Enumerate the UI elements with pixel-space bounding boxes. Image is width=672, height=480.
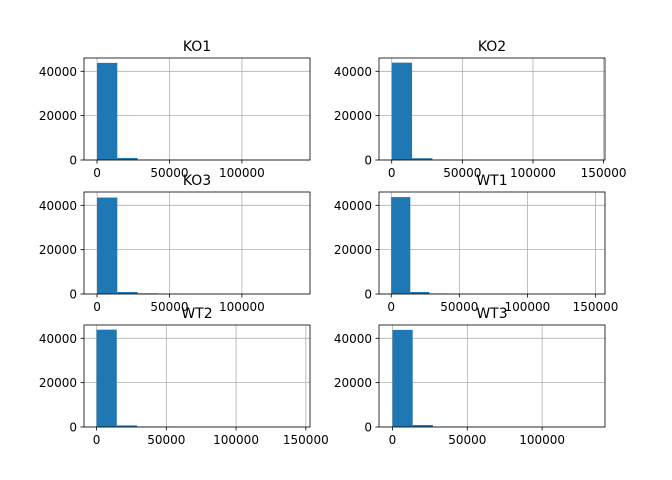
axes-frame (378, 57, 606, 161)
y-tick-label: 0 (364, 421, 372, 435)
y-tick-label: 40000 (334, 332, 372, 346)
y-tick-label: 20000 (334, 109, 372, 123)
axes-frame (83, 57, 311, 161)
histogram-bar (97, 62, 118, 160)
subplot-title: WT1 (476, 173, 507, 189)
x-tick-label: 100000 (219, 166, 265, 180)
x-tick-label: 0 (93, 166, 101, 180)
x-tick-label: 0 (93, 433, 101, 447)
axes-frame (378, 191, 606, 295)
x-tick-label: 100000 (510, 166, 556, 180)
x-tick-label: 50000 (150, 166, 188, 180)
histogram-bar (410, 292, 430, 294)
y-tick-label: 0 (69, 421, 77, 435)
histogram-bar (97, 197, 118, 294)
histogram-bar (391, 197, 411, 294)
x-tick-label: 150000 (283, 433, 329, 447)
subplot-4: 0 50000 100000 150000 0 20000 40000 WT1 (334, 173, 619, 314)
x-tick-label: 50000 (443, 166, 481, 180)
y-tick-label: 20000 (334, 243, 372, 257)
x-tick-label: 50000 (147, 433, 185, 447)
y-tick-label: 40000 (334, 199, 372, 213)
subplot-3: 0 50000 100000 0 20000 40000 KO3 (39, 173, 311, 314)
x-tick-label: 100000 (219, 300, 265, 314)
subplot-title: KO1 (183, 39, 211, 55)
y-tick-label: 20000 (39, 109, 77, 123)
histogram-bar (117, 158, 138, 160)
subplot-2: 0 50000 100000 150000 0 20000 40000 KO2 (334, 39, 627, 180)
subplot-6: 0 50000 100000 0 20000 40000 WT3 (334, 306, 606, 447)
axes-frame (83, 191, 311, 295)
y-tick-label: 40000 (334, 65, 372, 79)
y-tick-label: 20000 (39, 243, 77, 257)
histogram-bar (96, 329, 117, 427)
y-tick-label: 20000 (334, 376, 372, 390)
axes-frame (83, 324, 311, 428)
x-tick-label: 0 (389, 433, 397, 447)
axes-frame (378, 324, 606, 428)
y-tick-label: 0 (364, 288, 372, 302)
y-tick-label: 0 (69, 154, 77, 168)
x-tick-label: 100000 (519, 433, 565, 447)
histogram-bar (116, 425, 138, 427)
x-tick-label: 150000 (573, 300, 619, 314)
y-tick-label: 40000 (39, 199, 77, 213)
x-tick-label: 0 (388, 166, 396, 180)
x-tick-label: 100000 (504, 300, 550, 314)
y-tick-label: 20000 (39, 376, 77, 390)
y-tick-label: 0 (69, 288, 77, 302)
subplot-1: 0 50000 100000 0 20000 40000 KO1 (39, 39, 311, 180)
histogram-bar (412, 425, 433, 427)
x-tick-label: 0 (387, 300, 395, 314)
x-tick-label: 0 (93, 300, 101, 314)
y-tick-label: 0 (364, 154, 372, 168)
histogram-bar (392, 329, 413, 427)
x-tick-label: 50000 (150, 300, 188, 314)
subplot-title: WT3 (476, 306, 507, 322)
y-tick-label: 40000 (39, 332, 77, 346)
histogram-bar (412, 158, 433, 160)
subplot-title: KO3 (183, 173, 211, 189)
x-tick-label: 50000 (440, 300, 478, 314)
subplot-5: 0 50000 100000 150000 0 20000 40000 WT2 (39, 306, 329, 447)
x-tick-label: 100000 (213, 433, 259, 447)
x-tick-label: 50000 (448, 433, 486, 447)
histogram-bar (391, 62, 413, 160)
x-tick-label: 150000 (581, 166, 627, 180)
y-tick-label: 40000 (39, 65, 77, 79)
subplot-title: KO2 (478, 39, 506, 55)
subplot-title: WT2 (181, 306, 212, 322)
histogram-bar (117, 292, 138, 294)
